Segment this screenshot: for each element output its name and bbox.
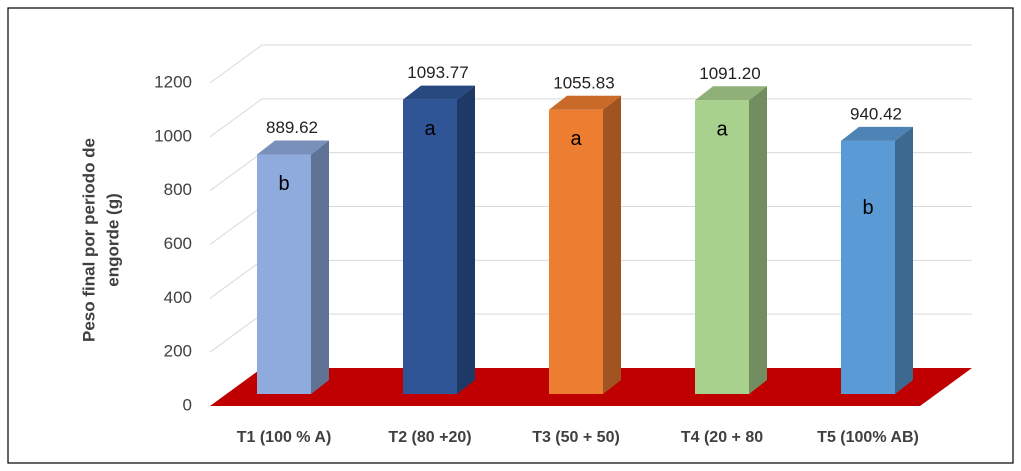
bar-top-shade (841, 126, 913, 141)
y-axis-label: engorde (g) (103, 193, 122, 287)
value-label: 1091.20 (699, 64, 760, 83)
y-tick-label: 1200 (154, 72, 192, 91)
bar-side (895, 126, 913, 394)
y-tick-label: 1000 (154, 126, 192, 145)
grid-line (209, 44, 972, 84)
bar-side-shade (749, 86, 767, 394)
bar-top (695, 86, 767, 101)
bar-top (403, 85, 475, 100)
x-tick-label: T4 (20 + 80 (681, 429, 763, 446)
bar-top (257, 140, 329, 155)
value-label: 889.62 (266, 118, 318, 137)
bar-side-shade (457, 85, 475, 395)
annotation: b (278, 173, 289, 195)
bar-side-shade (311, 140, 329, 394)
bar-top (549, 95, 621, 110)
x-tick-label: T3 (50 + 50) (532, 429, 620, 446)
bar-side (603, 95, 621, 394)
annotation: a (570, 128, 582, 150)
annotation: a (716, 119, 728, 141)
annotation: b (862, 197, 873, 219)
value-label: 940.42 (850, 104, 902, 123)
bar-top-shade (695, 86, 767, 101)
y-tick-label: 800 (164, 180, 192, 199)
value-label: 1055.83 (553, 73, 614, 92)
x-tick-label: T1 (100 % A) (237, 429, 332, 446)
bar-side (749, 86, 767, 394)
bar-top-shade (549, 95, 621, 110)
y-axis-label: Peso final por periodo de (79, 138, 98, 342)
y-tick-label: 0 (183, 395, 192, 414)
bar (695, 100, 749, 394)
bar (549, 109, 603, 394)
bar-top (841, 126, 913, 141)
y-tick-label: 200 (164, 342, 192, 361)
bar-side (311, 140, 329, 394)
bar-side-shade (603, 95, 621, 394)
bar (841, 140, 895, 394)
x-tick-label: T2 (80 +20) (388, 429, 471, 446)
bar-top-shade (257, 140, 329, 155)
bar (257, 154, 311, 394)
bar-side (457, 85, 475, 395)
y-tick-label: 600 (164, 234, 192, 253)
x-tick-label: T5 (100% AB) (817, 429, 919, 446)
annotation: a (424, 118, 436, 140)
bar-side-shade (895, 126, 913, 394)
bar (403, 99, 457, 395)
y-tick-label: 400 (164, 288, 192, 307)
bar-top-shade (403, 85, 475, 100)
value-label: 1093.77 (407, 63, 468, 82)
